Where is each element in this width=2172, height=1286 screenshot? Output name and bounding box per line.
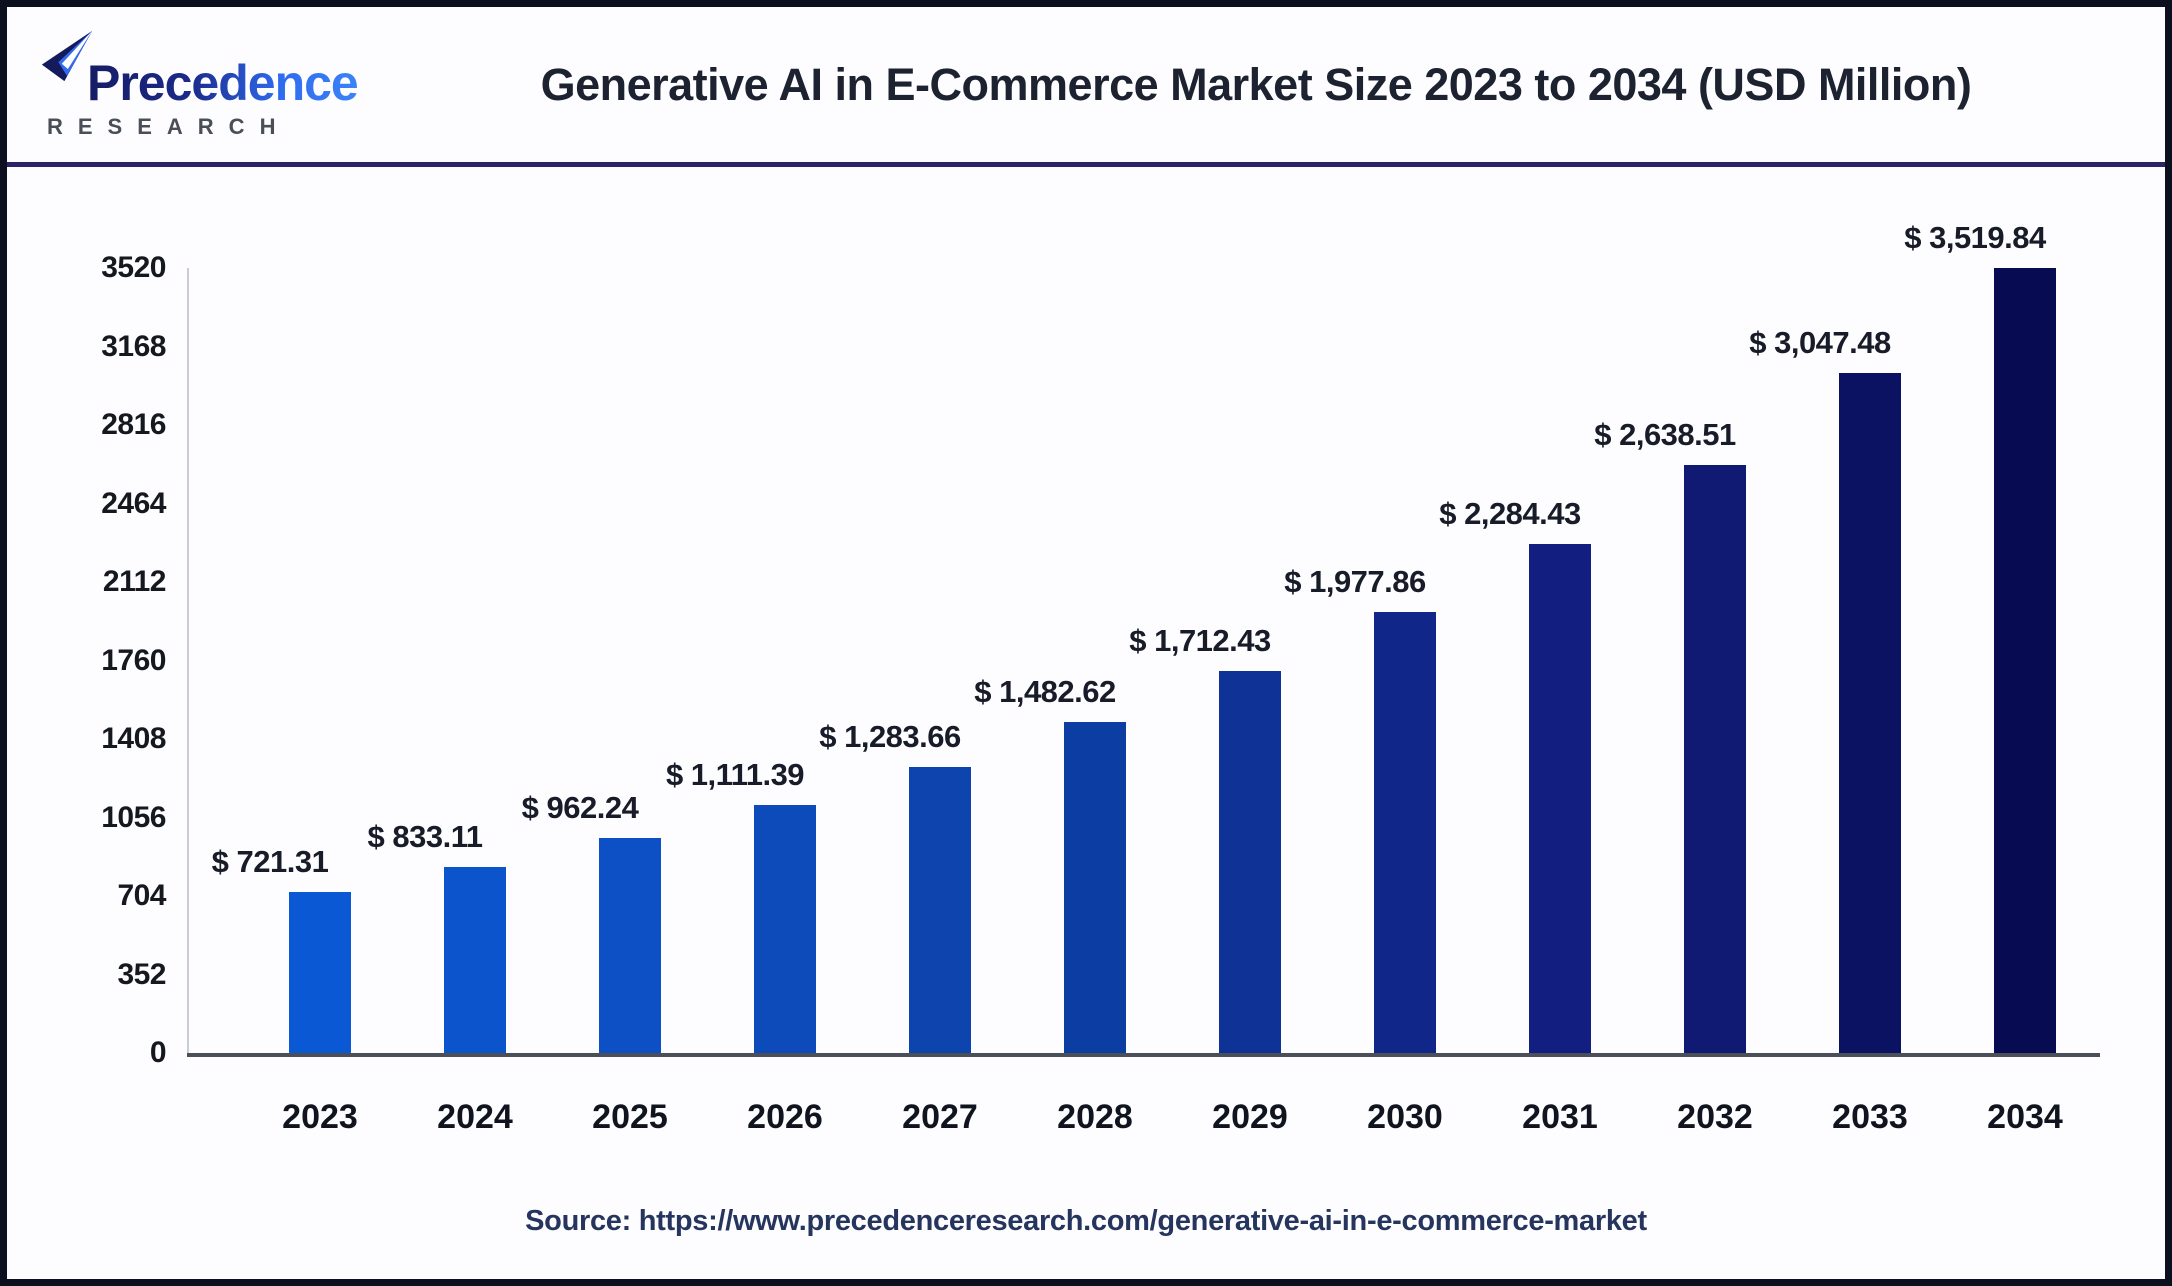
brand-subtitle: RESEARCH [47,113,291,139]
y-tick-label: 1056 [101,800,166,834]
y-tick-label: 1408 [101,722,166,755]
x-tick-label: 2034 [1987,1098,2063,1136]
x-tick-label: 2026 [747,1098,823,1136]
bar-value-label: $ 1,111.39 [665,757,805,793]
x-tick-label: 2033 [1832,1098,1908,1136]
bar-value-label: $ 833.11 [367,819,483,855]
bar-value-label: $ 3,519.84 [1904,220,2046,256]
y-tick-label: 3168 [101,329,166,363]
bar-value-label: $ 1,283.66 [819,718,961,754]
y-tick-label: 3520 [101,251,166,284]
x-tick-label: 2029 [1212,1098,1288,1136]
bar-value-label: $ 2,284.43 [1439,495,1581,531]
bar-value-label: $ 721.31 [211,844,329,880]
bar-value-label: $ 2,638.51 [1594,416,1736,452]
header: Precedence RESEARCH Generative AI in E-C… [7,7,2165,162]
x-tick-label: 2024 [437,1098,513,1136]
bar-2024 [444,867,506,1053]
brand-name: Precedence [87,54,359,111]
bar-2028 [1064,722,1126,1053]
bar-2026 [754,805,816,1053]
y-tick-label: 352 [117,957,166,991]
x-tick-label: 2025 [592,1098,668,1136]
y-tick-label: 704 [117,879,166,912]
bar-value-label: $ 3,047.48 [1749,325,1891,361]
x-tick-label: 2031 [1522,1098,1598,1136]
paper-plane-icon [41,30,93,81]
y-axis-line [187,268,189,1055]
bar-value-label: $ 1,482.62 [974,674,1116,710]
y-tick-label: 2464 [101,486,166,520]
header-divider [7,162,2165,167]
y-tick-label: 2112 [102,565,167,598]
bar-2030 [1374,611,1436,1053]
bar-2027 [909,766,971,1053]
y-tick-label: 2816 [101,408,166,441]
x-tick-label: 2023 [282,1098,358,1136]
bar-value-label: $ 1,977.86 [1284,563,1426,599]
x-axis-line [187,1053,2100,1057]
bar-2025 [599,838,661,1053]
bar-2031 [1529,543,1591,1053]
bar-value-label: $ 962.24 [521,790,639,826]
x-tick-label: 2028 [1057,1098,1133,1136]
bar-2023 [289,892,351,1053]
bar-2032 [1684,464,1746,1053]
x-tick-label: 2027 [902,1098,978,1136]
bar-2034 [1994,268,2056,1053]
bar-2033 [1839,373,1901,1053]
page-title: Generative AI in E-Commerce Market Size … [540,58,1972,110]
bar-2029 [1219,671,1281,1053]
y-tick-label: 1760 [101,643,166,677]
y-tick-label: 0 [149,1036,167,1069]
source-text: Source: https://www.precedenceresearch.c… [525,1205,1647,1237]
x-tick-label: 2032 [1677,1098,1753,1136]
bar-value-label: $ 1,712.43 [1129,623,1271,659]
x-tick-label: 2030 [1367,1098,1443,1136]
brand-logo: Precedence RESEARCH [7,30,377,140]
